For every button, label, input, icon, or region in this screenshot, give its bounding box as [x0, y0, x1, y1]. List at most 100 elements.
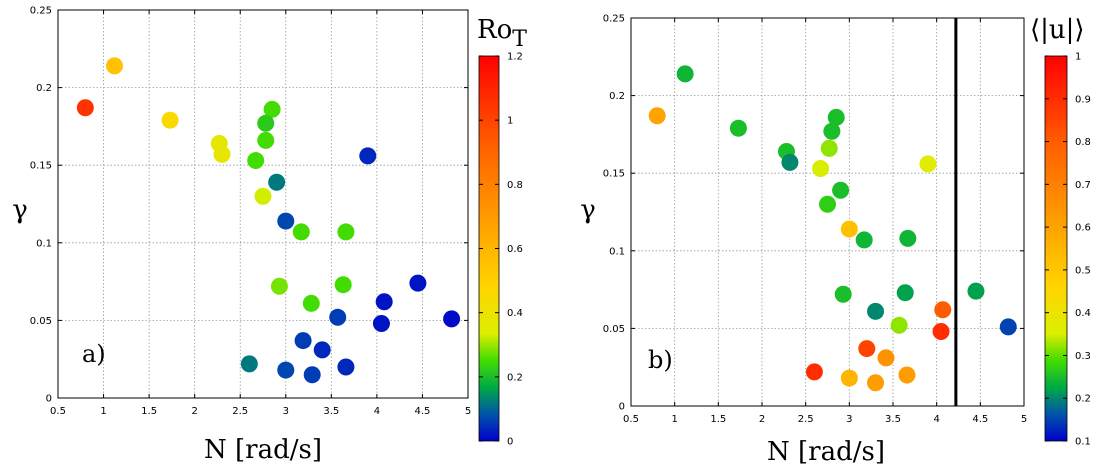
y-tick-label: 0.2: [609, 91, 625, 102]
data-point: [967, 282, 985, 300]
data-point: [329, 308, 347, 326]
data-point: [334, 276, 352, 294]
x-tick-label: 3: [283, 406, 289, 417]
x-axis-label: N [rad/s]: [204, 435, 322, 465]
data-point: [827, 108, 845, 126]
colorbar-tick-label: 0.2: [1075, 394, 1091, 405]
chart-panel-a: 0.5 1 1.5 2 2.5 3 3.5 4 4.5 5 0 0.05 0.1 0.15 0.2 0.25 a…: [12, 6, 527, 466]
x-tick-label: 0.5: [50, 406, 66, 417]
x-tick-label: 0.5: [623, 414, 639, 425]
data-point: [337, 223, 355, 241]
colorbar-tick-label: 1: [1075, 52, 1081, 63]
data-point: [855, 231, 873, 249]
x-tick-label: 5: [1021, 414, 1027, 425]
x-tick-label: 4.5: [972, 414, 988, 425]
y-tick-label: 0.25: [30, 6, 52, 17]
x-tick-label: 1: [100, 406, 106, 417]
data-point: [812, 160, 830, 178]
colorbar-tick-label: 0.4: [1075, 308, 1091, 319]
colorbar-tick-label: 0: [507, 437, 513, 448]
colorbar-tick-label: 0.5: [1075, 265, 1091, 276]
data-point: [277, 212, 295, 230]
x-tick-label: 3: [846, 414, 852, 425]
colorbar-tick-label: 0.8: [507, 180, 523, 191]
data-point: [263, 100, 281, 118]
data-point: [359, 147, 377, 165]
x-axis-label: N [rad/s]: [767, 437, 885, 467]
data-point: [999, 318, 1017, 336]
colorbar: [1044, 55, 1068, 442]
y-tick-label: 0: [619, 402, 625, 413]
colorbar-tick-label: 0.2: [507, 372, 523, 383]
colorbar-title: RoT: [477, 15, 527, 52]
x-tick-label: 2: [191, 406, 197, 417]
colorbar-tick-label: 0.9: [1075, 94, 1091, 105]
grid-lines: [58, 10, 468, 398]
y-tick-label: 0.05: [30, 316, 52, 327]
x-tick-label: 3.5: [323, 406, 339, 417]
data-point: [867, 374, 885, 392]
data-point: [840, 220, 858, 238]
y-tick-label: 0.25: [603, 14, 625, 25]
data-point: [337, 358, 355, 376]
data-point: [819, 195, 836, 213]
x-tick-label: 2.5: [798, 414, 814, 425]
data-point: [372, 315, 390, 333]
colorbar-title-main: ⟨|u|⟩: [1030, 15, 1085, 45]
data-point: [898, 366, 916, 384]
data-point: [270, 277, 288, 295]
x-tick-label: 4: [933, 414, 939, 425]
colorbar-tick-label: 0.8: [1075, 137, 1091, 148]
data-point: [268, 173, 286, 191]
colorbar-title-main: Ro: [477, 15, 512, 45]
data-point: [858, 340, 876, 358]
y-tick-label: 0.05: [603, 324, 625, 335]
x-tick-label: 1: [671, 414, 677, 425]
x-tick-label: 2: [759, 414, 765, 425]
x-tick-label: 4.5: [414, 406, 430, 417]
data-point: [303, 366, 321, 384]
x-tick-label: 3.5: [885, 414, 901, 425]
data-point: [240, 355, 258, 373]
data-point: [313, 341, 331, 359]
data-point: [899, 229, 917, 247]
data-point: [254, 187, 272, 205]
x-tick-label: 1.5: [710, 414, 726, 425]
data-point: [292, 223, 310, 241]
data-point: [820, 139, 838, 157]
data-point: [76, 99, 94, 117]
data-point: [105, 57, 123, 75]
y-tick-label: 0.1: [36, 238, 52, 249]
colorbar-tick-label: 1: [507, 116, 513, 127]
data-point: [247, 152, 265, 170]
data-point: [294, 332, 312, 350]
y-tick-label: 0.1: [609, 246, 625, 257]
data-point: [375, 293, 393, 311]
data-point: [896, 284, 914, 302]
data-point: [676, 65, 694, 83]
y-axis-label: γ: [12, 195, 28, 225]
data-point: [302, 294, 320, 312]
data-point: [409, 274, 427, 292]
data-point: [832, 181, 850, 199]
panel-label: b): [648, 346, 673, 374]
colorbar-tick-label: 0.3: [1075, 351, 1091, 362]
colorbar-tick-label: 0.1: [1075, 437, 1091, 448]
data-point: [877, 349, 895, 367]
data-point: [932, 323, 950, 341]
data-point: [277, 361, 295, 379]
data-point: [805, 363, 823, 381]
x-tick-label: 2.5: [232, 406, 248, 417]
colorbar-title: ⟨|u|⟩: [1030, 15, 1085, 45]
grid-lines: [631, 18, 1024, 406]
data-point: [823, 122, 841, 140]
colorbar-tick-label: 0.4: [507, 308, 523, 319]
data-point: [648, 107, 666, 125]
y-tick-label: 0.15: [30, 161, 52, 172]
colorbar-title-subscript: T: [512, 27, 527, 52]
panel-label: a): [82, 340, 106, 368]
data-point: [781, 153, 799, 171]
data-point: [834, 285, 852, 303]
y-tick-label: 0.15: [603, 169, 625, 180]
colorbar-tick-label: 0.6: [507, 244, 523, 255]
